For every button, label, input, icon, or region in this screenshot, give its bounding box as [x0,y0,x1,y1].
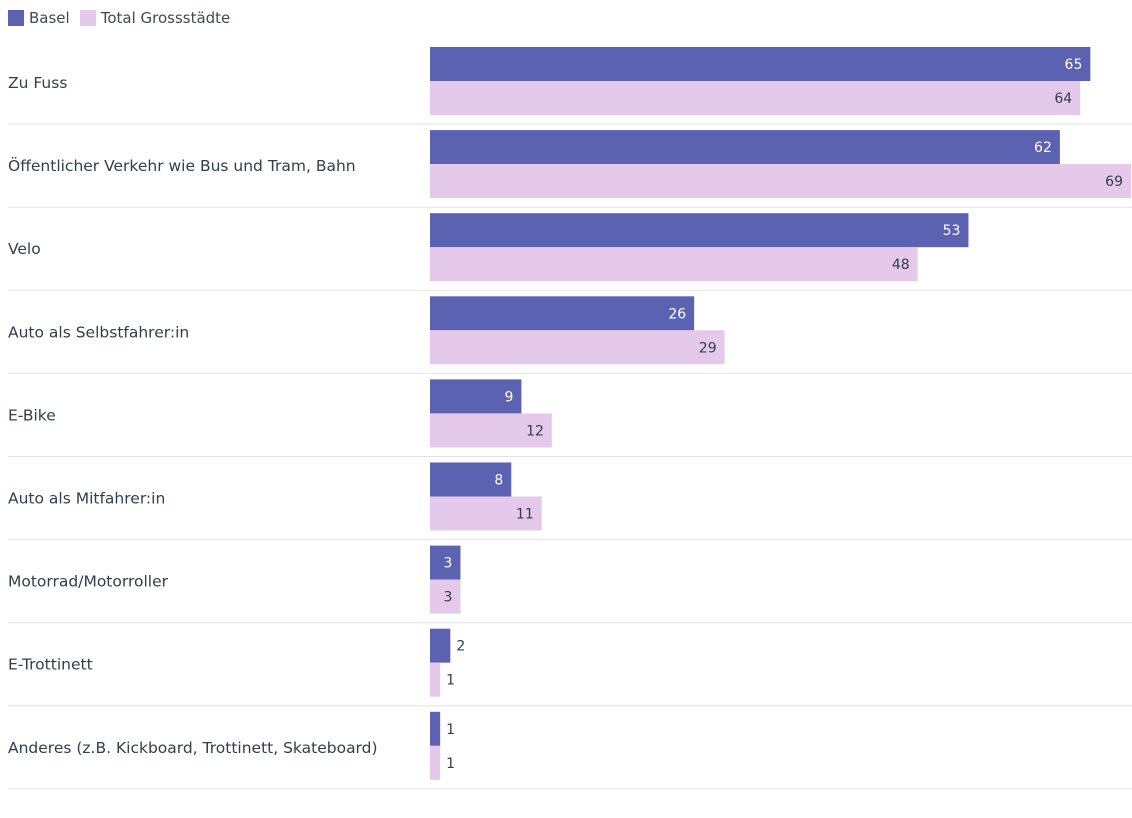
category-label-e-trottinett: E-Trottinett [8,656,93,674]
value-label-total-grossstadte-auto-als-mitfahrer-in: 11 [516,507,534,523]
value-label-basel-e-trottinett: 2 [456,639,465,655]
bar-basel-auto-als-mitfahrer-in[interactable] [430,462,512,497]
category-label-auto-als-mitfahrer-in: Auto als Mitfahrer:in [8,490,165,508]
value-label-total-grossstadte-zu-fuss: 64 [1054,91,1072,107]
value-label-basel-anderes-z-b-kickboard-trottinett-skateboard: 1 [446,722,455,738]
chart-legend: Basel Total Grossstädte [8,8,240,28]
bar-total-grossstadte-anderes-z-b-kickboard-trottinett-skateboard[interactable] [430,745,441,780]
category-label-offentlicher-verkehr-wie-bus-und-tram-bahn: Öffentlicher Verkehr wie Bus und Tram, B… [8,156,356,175]
bar-basel-auto-als-selbstfahrer-in[interactable] [430,296,695,331]
category-label-velo: Velo [8,240,41,258]
value-label-total-grossstadte-e-trottinett: 1 [446,673,455,689]
bar-basel-e-bike[interactable] [430,379,522,414]
category-label-anderes-z-b-kickboard-trottinett-skateboard: Anderes (z.B. Kickboard, Trottinett, Ska… [8,739,378,757]
bar-basel-zu-fuss[interactable] [430,47,1091,81]
value-label-basel-e-bike: 9 [505,389,514,405]
value-label-total-grossstadte-e-bike: 12 [526,423,544,439]
bar-basel-velo[interactable] [430,213,969,248]
value-label-basel-velo: 53 [943,223,961,239]
value-label-basel-auto-als-selbstfahrer-in: 26 [668,306,686,322]
legend-label-total-grossstaedte: Total Grossstädte [100,9,231,27]
value-label-basel-motorrad-motorroller: 3 [444,556,453,572]
bar-total-grossstadte-e-trottinett[interactable] [430,662,441,697]
value-label-total-grossstadte-auto-als-selbstfahrer-in: 29 [699,340,717,356]
bar-basel-motorrad-motorroller[interactable] [430,545,461,580]
bar-total-grossstadte-zu-fuss[interactable] [430,81,1081,115]
legend-swatch-basel [8,10,24,26]
category-label-e-bike: E-Bike [8,406,56,424]
bar-total-grossstadte-auto-als-selbstfahrer-in[interactable] [430,330,725,365]
legend-label-basel: Basel [29,9,70,27]
legend-swatch-total-grossstaedte [79,10,96,26]
bar-basel-anderes-z-b-kickboard-trottinett-skateboard[interactable] [430,711,441,746]
category-label-motorrad-motorroller: Motorrad/Motorroller [8,573,169,591]
bar-total-grossstadte-auto-als-mitfahrer-in[interactable] [430,496,542,531]
legend-item-basel[interactable]: Basel [8,9,70,27]
bar-total-grossstadte-offentlicher-verkehr-wie-bus-und-tram-bahn[interactable] [430,164,1131,199]
value-label-total-grossstadte-velo: 48 [892,257,910,273]
bar-total-grossstadte-velo[interactable] [430,247,918,282]
category-label-auto-als-selbstfahrer-in: Auto als Selbstfahrer:in [8,323,189,341]
legend-item-total-grossstaedte[interactable]: Total Grossstädte [79,9,231,27]
value-label-basel-offentlicher-verkehr-wie-bus-und-tram-bahn: 62 [1034,140,1052,156]
value-label-total-grossstadte-anderes-z-b-kickboard-trottinett-skateboard: 1 [446,756,455,772]
value-label-total-grossstadte-motorrad-motorroller: 3 [444,590,453,606]
bar-total-grossstadte-motorrad-motorroller[interactable] [430,579,461,614]
bar-basel-e-trottinett[interactable] [430,628,451,663]
value-label-basel-auto-als-mitfahrer-in: 8 [494,473,503,489]
bar-basel-offentlicher-verkehr-wie-bus-und-tram-bahn[interactable] [430,130,1060,165]
value-label-basel-zu-fuss: 65 [1065,57,1083,73]
bar-total-grossstadte-e-bike[interactable] [430,413,552,448]
value-label-total-grossstadte-offentlicher-verkehr-wie-bus-und-tram-bahn: 69 [1105,174,1123,190]
category-label-zu-fuss: Zu Fuss [8,74,67,92]
